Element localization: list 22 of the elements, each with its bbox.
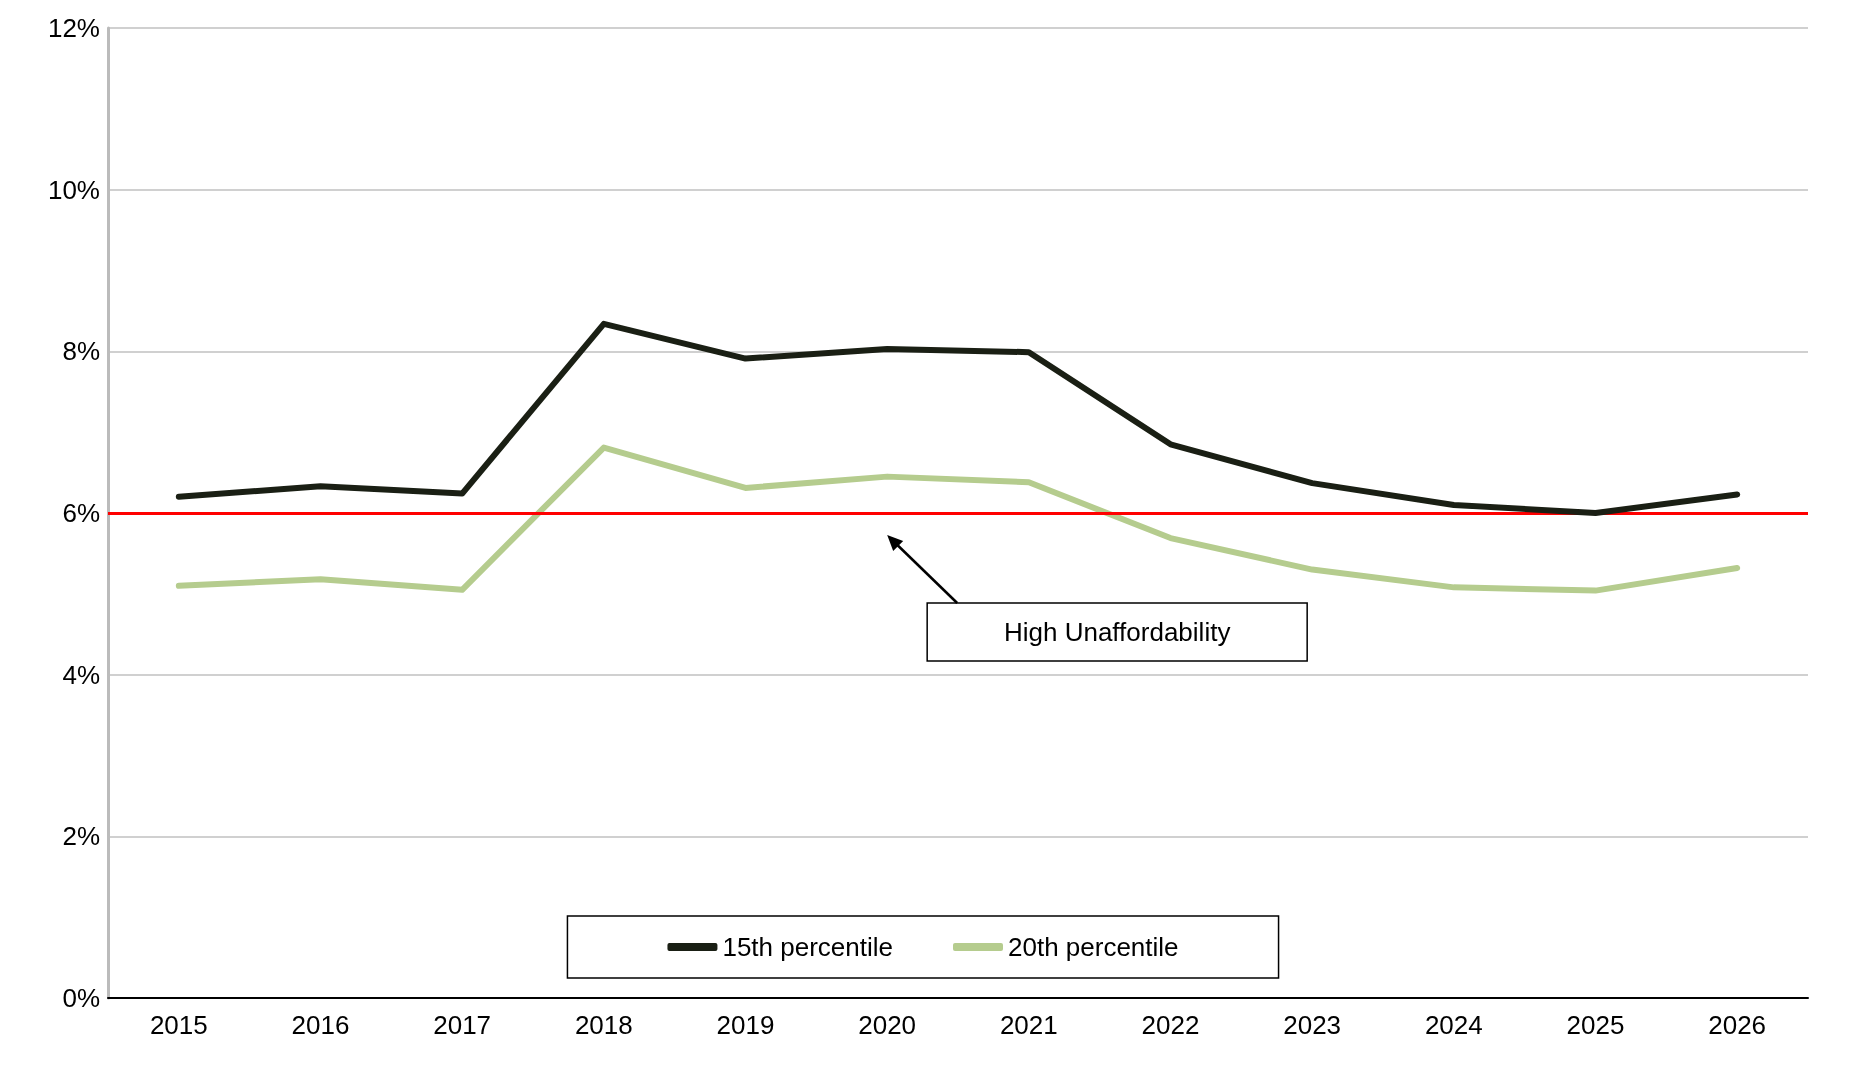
x-tick-label: 2026 — [1708, 1010, 1767, 1040]
y-tick-label: 8% — [62, 336, 100, 367]
x-tick-label: 2017 — [433, 1010, 492, 1040]
y-tick-label: 0% — [62, 983, 100, 1013]
y-tick-label: 4% — [62, 659, 100, 690]
x-tick-label: 2020 — [858, 1010, 917, 1040]
legend-label: 20th percentile — [1008, 932, 1179, 962]
x-tick-label: 2016 — [291, 1010, 350, 1040]
annotation: High Unaffordability — [1003, 617, 1231, 647]
x-tick-label: 2021 — [999, 1010, 1058, 1040]
y-tick-label: 6% — [62, 498, 100, 528]
x-tick-label: 2015 — [149, 1010, 208, 1040]
y-tick-label: 10% — [47, 174, 100, 205]
x-tick-label: 2018 — [574, 1010, 633, 1040]
x-tick-label: 2022 — [1141, 1010, 1200, 1040]
y-tick-label: 2% — [62, 821, 100, 852]
x-tick-label: 2019 — [716, 1010, 775, 1040]
x-tick-label: 2024 — [1424, 1010, 1483, 1040]
y-tick-label: 12% — [47, 13, 100, 43]
x-tick-label: 2025 — [1566, 1010, 1625, 1040]
legend-label: 15th percentile — [722, 932, 893, 962]
x-tick-label: 2023 — [1283, 1010, 1342, 1040]
